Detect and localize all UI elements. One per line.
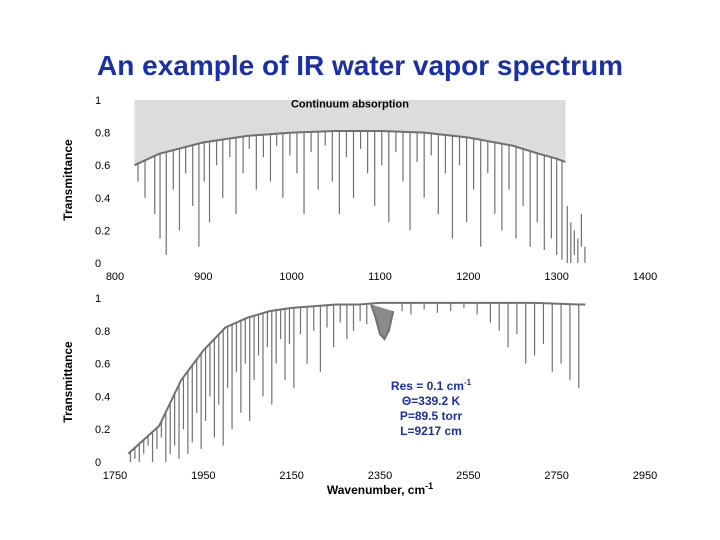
bottom-spectrum-panel: 0 0.2 0.4 0.6 0.8 1 1750 1950 2150 2350 2550 2750 29… xyxy=(61,293,657,497)
y-tick-label: 0.6 xyxy=(95,359,110,371)
x-tick-label: 1200 xyxy=(456,271,480,283)
spectrum-envelope-line xyxy=(134,129,566,167)
annotation-line: Res = 0.1 cm-1 xyxy=(391,378,472,393)
x-tick-label: 1750 xyxy=(103,470,127,482)
x-tick-label: 2950 xyxy=(633,470,657,482)
x-tick-label: 2350 xyxy=(368,470,392,482)
y-axis-label: Transmittance xyxy=(61,139,75,221)
absorption-band-dip xyxy=(370,304,395,341)
x-tick-label: 1950 xyxy=(191,470,215,482)
y-tick-label: 0.2 xyxy=(95,424,110,436)
top-spectrum-panel: Continuum absorption 0 0.2 0.4 0.6 0.8 1 800 900… xyxy=(61,95,657,283)
x-tick-label: 1300 xyxy=(544,271,568,283)
x-tick-label: 2750 xyxy=(544,470,568,482)
annotation-line: Θ=339.2 K xyxy=(402,394,461,408)
continuum-absorption-region xyxy=(134,100,566,166)
y-tick-label: 0 xyxy=(95,457,101,469)
spectrum-envelope-line xyxy=(127,301,586,455)
y-tick-label: 0 xyxy=(95,258,101,270)
x-tick-label: 1100 xyxy=(368,271,392,283)
annotation-line: L=9217 cm xyxy=(400,424,462,438)
y-tick-label: 0.8 xyxy=(95,326,110,338)
x-tick-label: 2550 xyxy=(456,470,480,482)
x-tick-label: 800 xyxy=(106,271,124,283)
y-tick-label: 1 xyxy=(95,293,101,305)
y-tick-label: 1 xyxy=(95,95,101,107)
y-tick-label: 0.4 xyxy=(95,193,110,205)
slide-title: An example of IR water vapor spectrum xyxy=(97,50,623,81)
y-tick-label: 0.4 xyxy=(95,391,110,403)
x-tick-label: 1000 xyxy=(279,271,303,283)
x-tick-label: 2150 xyxy=(279,470,303,482)
continuum-absorption-label: Continuum absorption xyxy=(291,98,409,110)
y-tick-label: 0.2 xyxy=(95,225,110,237)
y-tick-label: 0.6 xyxy=(95,160,110,172)
x-tick-label: 1400 xyxy=(633,271,657,283)
annotation-line: P=89.5 torr xyxy=(400,409,463,423)
x-tick-label: 900 xyxy=(194,271,212,283)
y-axis-label: Transmittance xyxy=(61,341,75,423)
y-tick-label: 0.8 xyxy=(95,128,110,140)
x-axis-label: Wavenumber, cm-1 xyxy=(327,481,433,497)
